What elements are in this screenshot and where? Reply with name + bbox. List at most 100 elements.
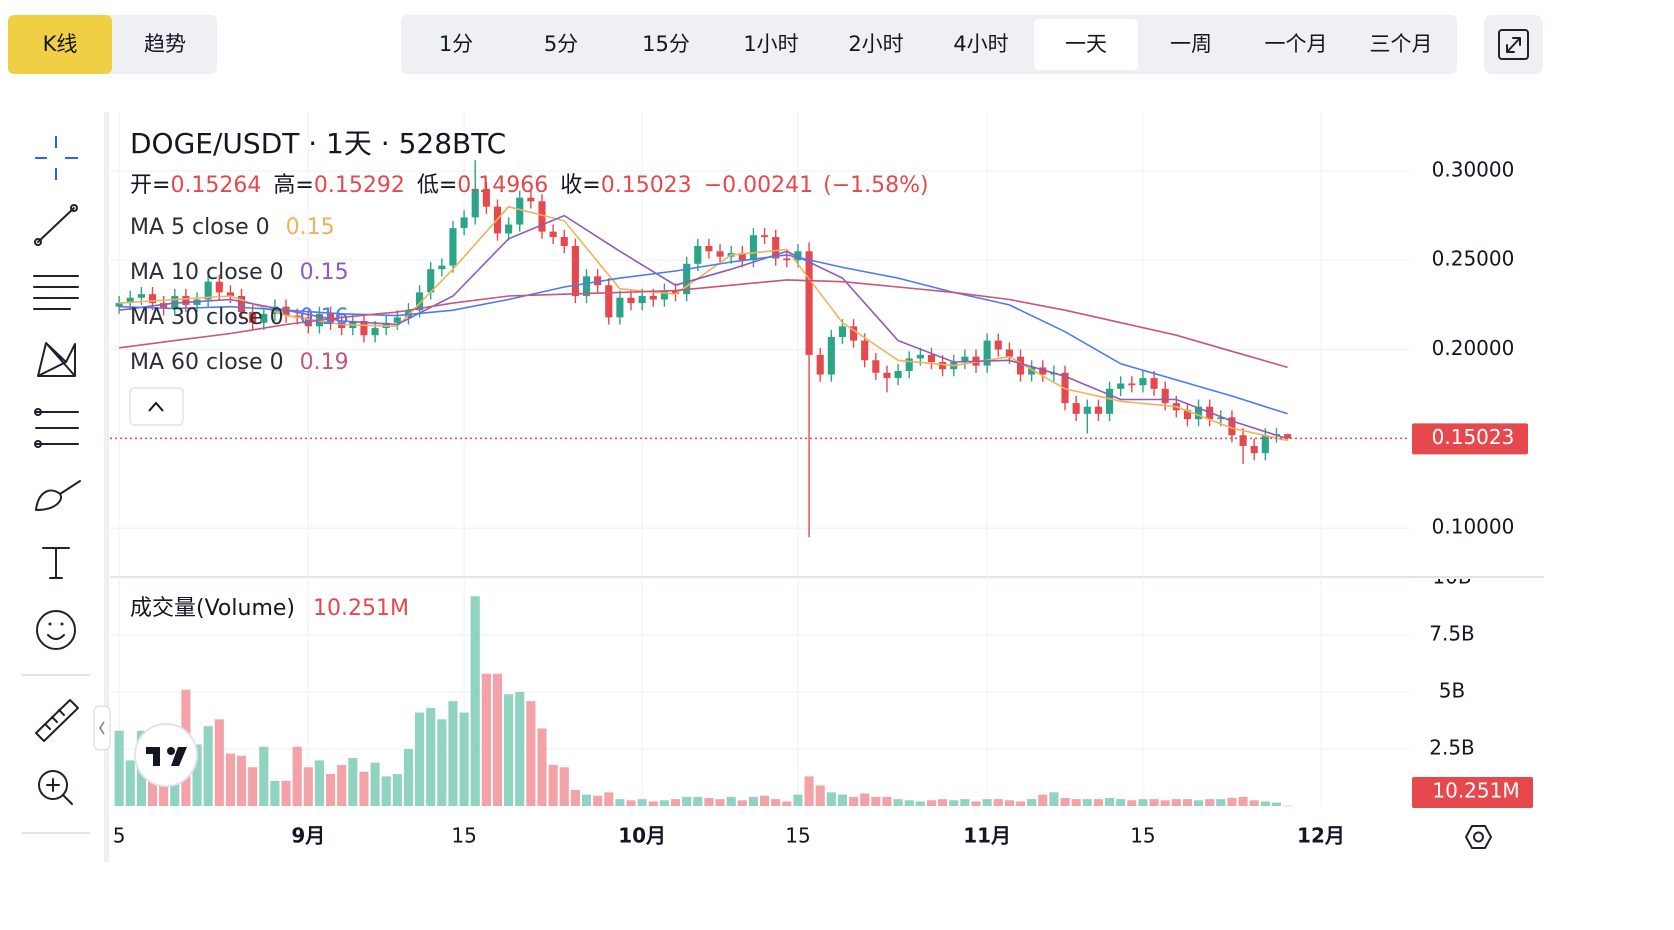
volume-bar bbox=[693, 796, 703, 806]
interval-button[interactable]: 三个月 bbox=[1370, 32, 1433, 56]
candle-body bbox=[1105, 388, 1114, 414]
volume-bar bbox=[704, 798, 714, 806]
volume-bar bbox=[1227, 798, 1237, 806]
change-value: −0.00241 bbox=[704, 173, 813, 198]
candle-body bbox=[794, 251, 802, 261]
interval-button[interactable]: 一个月 bbox=[1265, 32, 1328, 56]
legend-collapse-bg bbox=[129, 387, 184, 426]
candle-body bbox=[705, 245, 713, 252]
volume-bar bbox=[1149, 799, 1159, 806]
candle-body bbox=[505, 224, 513, 234]
candle-body bbox=[171, 295, 179, 309]
ma-line bbox=[118, 214, 1288, 440]
active-interval bbox=[1034, 19, 1138, 70]
volume-legend: 成交量(Volume) 10.251M bbox=[130, 596, 409, 621]
interval-button[interactable]: 2小时 bbox=[848, 32, 903, 56]
volume-bar bbox=[960, 799, 970, 806]
volume-bar bbox=[949, 800, 959, 806]
x-tick-label: 10月 bbox=[618, 824, 666, 848]
volume-name: 成交量(Volume) bbox=[130, 596, 295, 621]
candle-body bbox=[471, 188, 479, 218]
candle-body bbox=[694, 245, 702, 264]
volume-bar bbox=[1027, 799, 1037, 806]
interval-button[interactable]: 一天 bbox=[1065, 32, 1107, 56]
candle-body bbox=[1150, 378, 1158, 389]
pattern-tool[interactable] bbox=[37, 342, 76, 377]
settings-button[interactable] bbox=[1465, 825, 1492, 849]
candle-body bbox=[1217, 417, 1225, 420]
volume-bar bbox=[1093, 799, 1103, 806]
interval-button[interactable]: 15分 bbox=[642, 32, 690, 56]
volume-bar bbox=[437, 719, 447, 806]
interval-button[interactable]: 5分 bbox=[544, 32, 578, 56]
volume-bar bbox=[882, 796, 892, 806]
fib-tool[interactable] bbox=[35, 411, 79, 445]
collapse-handle[interactable] bbox=[93, 705, 111, 751]
candle-body bbox=[1284, 434, 1292, 439]
volume-bar bbox=[459, 712, 469, 806]
lines-tool[interactable] bbox=[33, 275, 79, 310]
interval-button[interactable]: 一周 bbox=[1170, 32, 1212, 56]
volume-bar bbox=[570, 790, 580, 806]
volume-bar bbox=[659, 800, 669, 806]
candle-body bbox=[660, 290, 668, 300]
fullscreen-icon bbox=[1498, 29, 1529, 60]
ruler-tool[interactable] bbox=[35, 699, 79, 742]
candle-body bbox=[905, 358, 913, 371]
volume-bar bbox=[804, 776, 814, 806]
y-tick-label: 0.10000 bbox=[1432, 515, 1515, 539]
volume-bar bbox=[760, 795, 770, 806]
volume-bar bbox=[1038, 794, 1048, 806]
volume-bar bbox=[448, 701, 458, 806]
zoom-symbol bbox=[46, 778, 73, 805]
ma-name: MA 60 close 0 bbox=[130, 350, 284, 375]
volume-bar bbox=[904, 800, 914, 806]
fib-point bbox=[34, 440, 42, 448]
settings-dot bbox=[1473, 831, 1484, 843]
last-volume-tag bbox=[1412, 777, 1533, 808]
interval-button[interactable]: 1小时 bbox=[743, 32, 798, 56]
ma-current: 0.15 bbox=[300, 260, 349, 285]
candle-body bbox=[1195, 406, 1203, 420]
candle-body bbox=[594, 276, 602, 286]
y-tick-label: 0.20000 bbox=[1432, 336, 1515, 360]
ohlc-key: 高= bbox=[273, 173, 313, 198]
volume-bar bbox=[581, 794, 592, 806]
volume-bar bbox=[1104, 798, 1115, 806]
crosshair-tool[interactable] bbox=[35, 136, 78, 180]
volume-bar bbox=[1249, 800, 1259, 806]
interval-button[interactable]: 4小时 bbox=[953, 32, 1008, 56]
volume-bar bbox=[1194, 800, 1204, 806]
legend-collapse-button[interactable] bbox=[129, 387, 184, 426]
candle-body bbox=[1239, 435, 1247, 446]
chart-type-button[interactable]: 趋势 bbox=[144, 32, 186, 56]
trend-line-tool[interactable] bbox=[37, 207, 75, 243]
volume-bar bbox=[1060, 798, 1070, 806]
volume-tick-label: 7.5B bbox=[1429, 622, 1475, 646]
zoom-tool[interactable] bbox=[38, 770, 68, 800]
text-tool[interactable] bbox=[42, 547, 70, 579]
volume-bar bbox=[793, 794, 803, 806]
ohlc-key: 收= bbox=[560, 173, 600, 198]
volume-bar bbox=[337, 764, 347, 806]
candle-body bbox=[293, 315, 301, 318]
ma-legend-row: MA 5 close 0 0.15 bbox=[130, 215, 335, 240]
ma-current: 0.16 bbox=[300, 305, 349, 330]
interval-button[interactable]: 1分 bbox=[439, 32, 473, 56]
candle-body bbox=[961, 356, 969, 363]
chart-type-button[interactable]: K线 bbox=[43, 32, 78, 56]
volume-tick-label: 2.5B bbox=[1429, 736, 1475, 760]
fullscreen-button[interactable] bbox=[1484, 15, 1543, 74]
ohlc-value: 0.14966 bbox=[457, 173, 548, 198]
ma-name: MA 5 close 0 bbox=[130, 215, 270, 240]
volume-bar bbox=[314, 760, 324, 806]
volume-bar bbox=[370, 762, 380, 806]
candle-body bbox=[1028, 367, 1036, 375]
candle-body bbox=[1117, 383, 1125, 389]
brush-tool[interactable] bbox=[35, 480, 81, 511]
candle-body bbox=[749, 235, 757, 261]
volume-bar bbox=[492, 673, 503, 806]
emoji-tool[interactable] bbox=[36, 610, 76, 650]
